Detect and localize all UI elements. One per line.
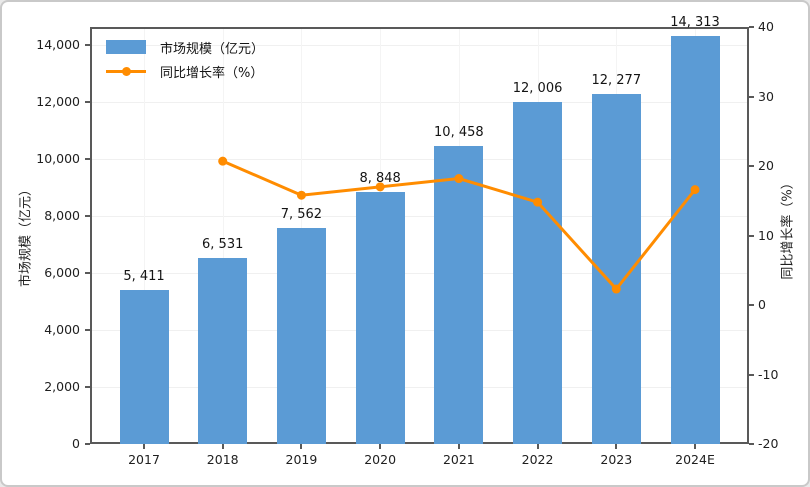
bar [513,101,563,444]
right-axis-tick [749,95,754,98]
bar-value-label: 7, 562 [280,207,323,223]
right-axis-tick [749,26,754,28]
right-axis-tick-label: -10 [758,366,779,382]
right-axis-tick-label: 10 [758,227,774,243]
left-axis-tick [85,44,90,46]
left-axis-tick-label: 14,000 [36,37,80,52]
legend-line-dot-icon [106,64,146,78]
legend-bar-swatch-icon [106,40,146,54]
growth-line-marker [218,156,228,166]
left-axis-tick [85,101,90,103]
x-axis-tick [221,444,224,449]
gridline-vertical [144,29,145,442]
x-axis-tick-label: 2017 [128,452,160,467]
x-axis-tick-label: 2022 [521,452,554,467]
bar-value-label: 8, 848 [359,170,401,186]
x-axis-tick [143,444,145,449]
growth-line-marker [375,182,385,192]
bar [276,228,326,444]
bar-value-label: 12, 277 [591,73,642,89]
legend-row: 同比增长率（%） [106,59,264,83]
bar-value-label: 12, 006 [512,80,563,96]
gridline-horizontal [92,387,747,388]
bar [355,191,405,444]
right-axis-tick [749,165,754,167]
left-axis-tick-label: 6,000 [44,265,80,280]
x-axis-tick-label: 2019 [285,452,318,467]
right-axis-title: 同比增长率（%） [780,176,796,280]
left-axis-tick [85,215,90,217]
gridline-horizontal [92,330,747,331]
legend-label: 同比增长率（%） [160,65,264,81]
left-axis-tick-label: 10,000 [36,151,80,166]
growth-line-layer [218,156,700,294]
growth-line-marker [611,284,621,294]
x-axis-tick [536,444,539,449]
legend: 市场规模（亿元） 同比增长率（%） [106,35,264,83]
left-axis-tick-label: 4,000 [44,322,80,337]
bar-value-label: 10, 458 [434,124,484,140]
right-axis-tick-label: 40 [758,19,774,34]
x-axis-tick-label: 2021 [442,452,475,467]
left-axis-tick [85,443,90,445]
gridline-horizontal [92,45,747,46]
growth-line-marker [454,174,464,184]
bar-value-label: 6, 531 [202,236,244,252]
bar-value-label: 14, 313 [670,15,720,31]
left-axis-tick-label: 2,000 [44,379,80,394]
gridline-horizontal [92,273,747,274]
growth-line-marker [296,190,306,200]
x-axis-tick-label: 2024E [675,452,715,467]
left-axis-title: 市场规模（亿元） [18,182,34,288]
bar [119,289,169,444]
bar-value-label: 5, 411 [123,268,165,284]
right-axis-tick [749,373,754,376]
right-axis-tick-label: 20 [758,158,774,173]
right-axis-tick-label: 0 [758,297,766,312]
right-axis-tick-label: 30 [758,88,774,104]
left-axis-tick-label: 8,000 [44,208,80,223]
bar [434,145,484,444]
x-axis-tick-label: 2023 [600,452,633,467]
right-axis-tick [749,304,754,306]
x-axis-tick-label: 2018 [206,452,239,467]
right-axis-tick-label: -20 [758,436,779,451]
left-axis-tick-label: 0 [72,436,80,451]
x-axis-tick [457,444,460,449]
growth-line-marker [690,185,700,195]
left-axis-tick-label: 12,000 [36,94,80,109]
gridline-horizontal [92,216,747,217]
bar [198,257,248,444]
gridline-vertical [222,29,224,442]
x-axis-tick [615,444,618,449]
x-axis-tick [694,444,696,449]
growth-line-marker [533,197,543,207]
left-axis-tick [85,329,90,331]
gridline-horizontal [92,102,747,103]
right-axis-tick [749,443,754,445]
legend-label: 市场规模（亿元） [160,41,265,57]
right-axis-tick [749,234,754,237]
x-axis-tick [379,444,382,449]
left-axis-tick [85,272,90,274]
x-axis-tick [300,444,303,449]
gridline-horizontal [92,159,747,160]
left-axis-tick [85,158,90,160]
left-axis-tick [85,386,90,388]
x-axis-tick-label: 2020 [364,452,397,467]
legend-row: 市场规模（亿元） [106,35,264,59]
bar [670,36,720,444]
